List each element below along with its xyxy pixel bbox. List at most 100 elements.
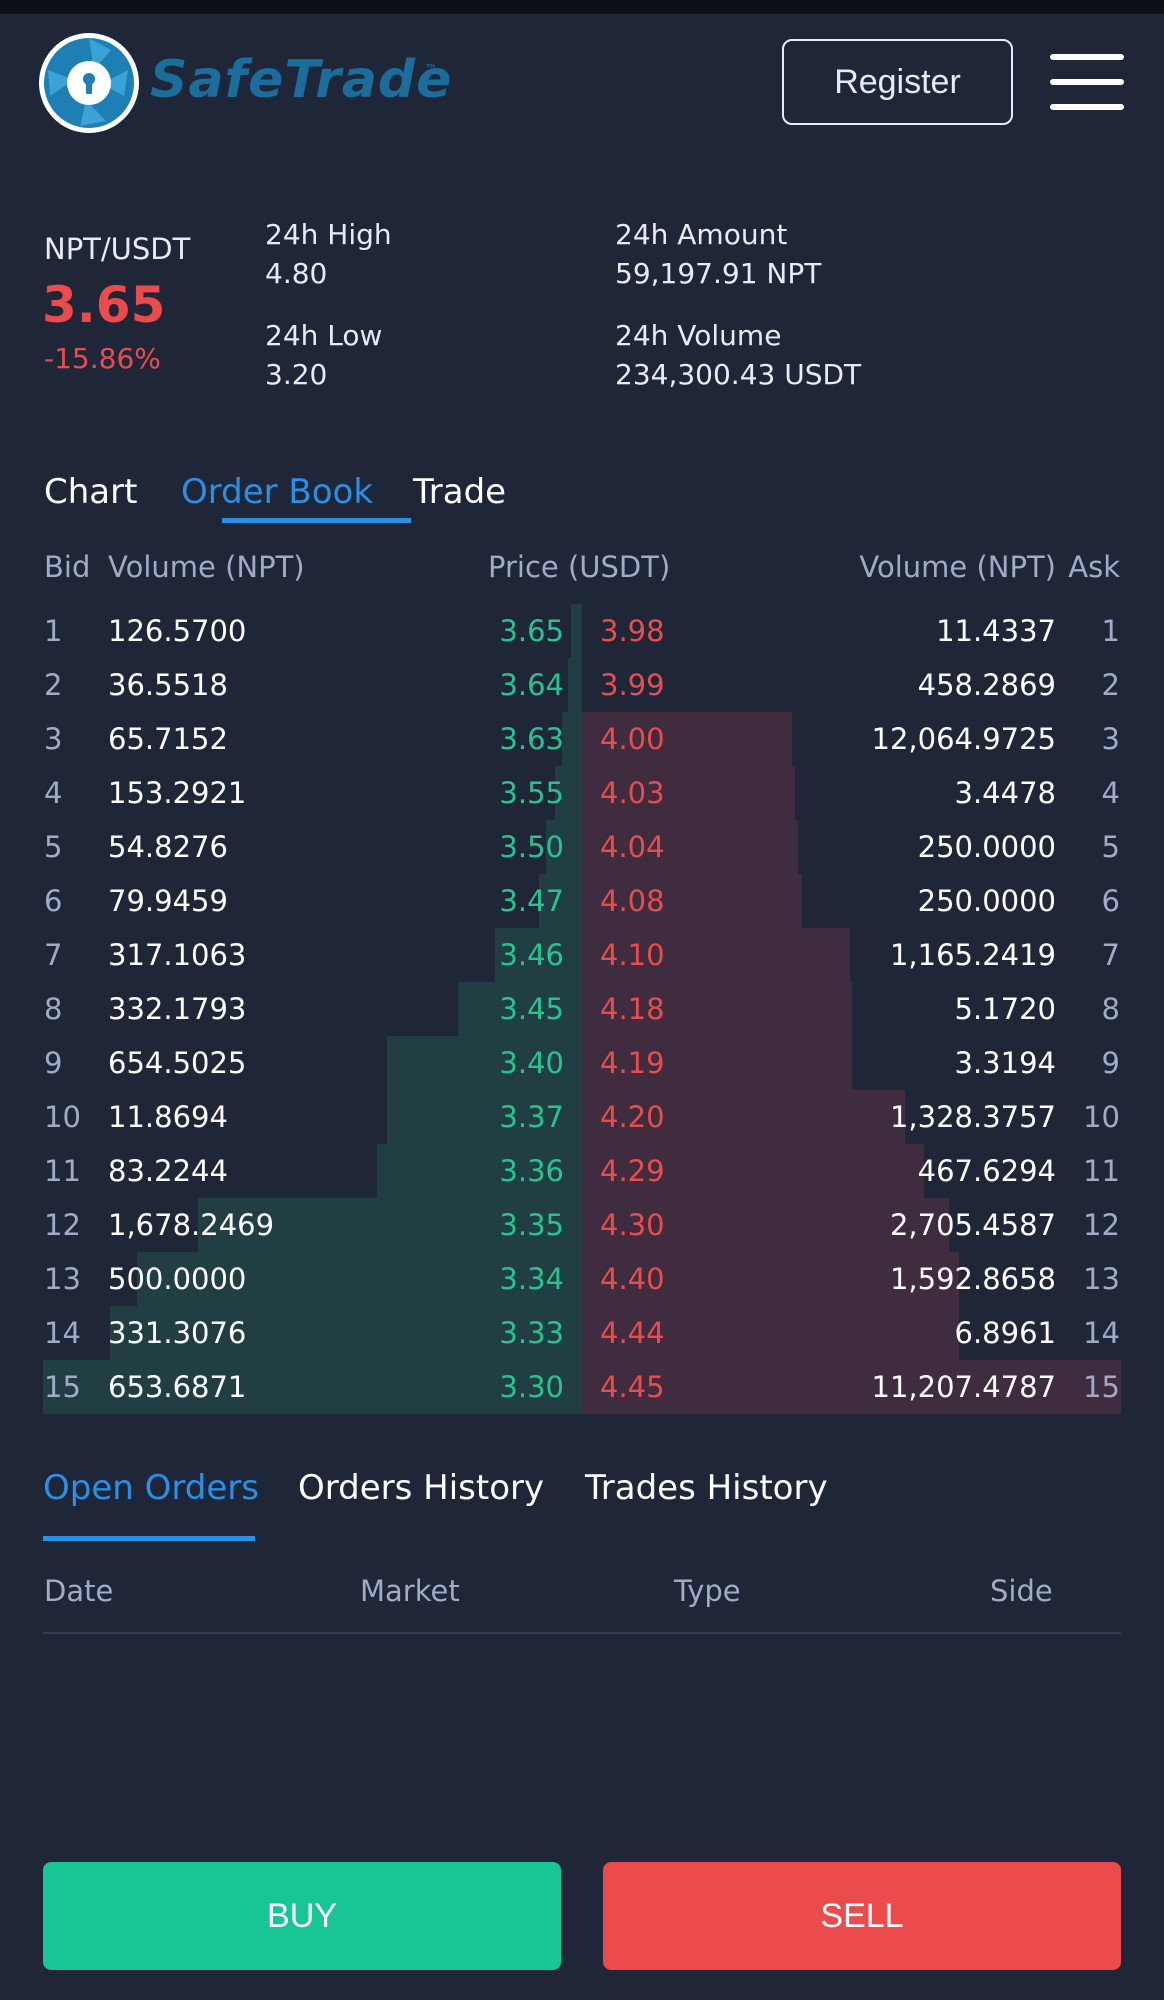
bid-depth-bar	[110, 1306, 582, 1360]
bid-volume: 653.6871	[108, 1370, 247, 1404]
bid-header: Bid	[44, 550, 91, 584]
bid-depth-bar	[555, 766, 582, 820]
ask-depth-bar	[582, 1090, 905, 1144]
bid-volume: 83.2244	[108, 1154, 228, 1188]
low-value: 3.20	[265, 358, 328, 391]
bid-volume: 1,678.2469	[108, 1208, 275, 1242]
ask-depth-bar	[582, 982, 852, 1036]
bid-volume: 79.9459	[108, 884, 228, 918]
column-side: Side	[990, 1574, 1053, 1608]
status-bar	[0, 0, 1164, 14]
ask-index: 14	[1083, 1316, 1120, 1350]
hamburger-menu-icon[interactable]	[1050, 54, 1124, 110]
low-label: 24h Low	[265, 319, 383, 352]
safetrade-logo-icon[interactable]	[36, 30, 142, 136]
bid-price: 3.33	[499, 1316, 564, 1350]
bid-index: 6	[44, 884, 63, 918]
volume-value: 234,300.43 USDT	[615, 358, 862, 391]
ask-price: 4.45	[600, 1370, 665, 1404]
bid-volume: 54.8276	[108, 830, 228, 864]
bid-price: 3.55	[499, 776, 564, 810]
bid-depth-bar	[43, 1360, 582, 1414]
bid-volume: 36.5518	[108, 668, 228, 702]
order-book-row[interactable]: 10 11.8694 3.37 4.20 1,328.3757 10	[0, 1090, 1164, 1144]
order-book-row[interactable]: 9 654.5025 3.40 4.19 3.3194 9	[0, 1036, 1164, 1090]
ask-volume: 250.0000	[917, 830, 1056, 864]
buy-button[interactable]: BUY	[43, 1862, 561, 1970]
bid-depth-bar	[546, 820, 582, 874]
ask-price: 4.20	[600, 1100, 665, 1134]
bid-depth-bar	[568, 658, 582, 712]
bid-index: 10	[44, 1100, 81, 1134]
ask-price: 4.18	[600, 992, 665, 1026]
bid-volume: 65.7152	[108, 722, 228, 756]
ask-depth-bar	[582, 1144, 924, 1198]
bid-depth-bar	[571, 604, 582, 658]
tab-chart[interactable]: Chart	[44, 472, 138, 512]
sell-button[interactable]: SELL	[603, 1862, 1121, 1970]
order-book-row[interactable]: 11 83.2244 3.36 4.29 467.6294 11	[0, 1144, 1164, 1198]
tab-order-book[interactable]: Order Book	[181, 472, 374, 512]
order-book-row[interactable]: 3 65.7152 3.63 4.00 12,064.9725 3	[0, 712, 1164, 766]
order-book-row[interactable]: 5 54.8276 3.50 4.04 250.0000 5	[0, 820, 1164, 874]
ask-volume: 12,064.9725	[871, 722, 1057, 756]
order-book-row[interactable]: 6 79.9459 3.47 4.08 250.0000 6	[0, 874, 1164, 928]
order-book-row[interactable]: 2 36.5518 3.64 3.99 458.2869 2	[0, 658, 1164, 712]
order-book-row[interactable]: 1 126.5700 3.65 3.98 11.4337 1	[0, 604, 1164, 658]
tab-orders-history[interactable]: Orders History	[298, 1468, 545, 1508]
bid-depth-bar	[539, 874, 582, 928]
bid-price: 3.64	[499, 668, 564, 702]
high-label: 24h High	[265, 218, 392, 251]
bid-index: 4	[44, 776, 63, 810]
bid-price: 3.50	[499, 830, 564, 864]
bid-price: 3.45	[499, 992, 564, 1026]
ask-price: 4.30	[600, 1208, 665, 1242]
ask-depth-bar	[582, 1360, 1121, 1414]
bid-price: 3.40	[499, 1046, 564, 1080]
order-book-row[interactable]: 14 331.3076 3.33 4.44 6.8961 14	[0, 1306, 1164, 1360]
market-pair: NPT/USDT	[44, 232, 191, 266]
order-book-row[interactable]: 4 153.2921 3.55 4.03 3.4478 4	[0, 766, 1164, 820]
ask-volume: 5.1720	[954, 992, 1056, 1026]
order-book-row[interactable]: 8 332.1793 3.45 4.18 5.1720 8	[0, 982, 1164, 1036]
tab-open-orders[interactable]: Open Orders	[43, 1468, 259, 1508]
bid-price: 3.63	[499, 722, 564, 756]
ask-header: Ask	[1068, 550, 1120, 584]
ask-volume: 11,207.4787	[871, 1370, 1057, 1404]
brand-trademark: ™	[425, 62, 437, 76]
order-book: 1 126.5700 3.65 3.98 11.4337 1 2 36.5518 3.64 3.9…	[0, 604, 1164, 1414]
bid-index: 13	[44, 1262, 81, 1296]
ask-price: 4.29	[600, 1154, 665, 1188]
bid-depth-bar	[387, 1090, 582, 1144]
bid-price: 3.65	[499, 614, 564, 648]
order-book-row[interactable]: 7 317.1063 3.46 4.10 1,165.2419 7	[0, 928, 1164, 982]
column-date: Date	[44, 1574, 114, 1608]
ask-index: 8	[1101, 992, 1120, 1026]
column-type: Type	[674, 1574, 741, 1608]
bid-index: 11	[44, 1154, 81, 1188]
ask-index: 7	[1101, 938, 1120, 972]
bid-price: 3.34	[499, 1262, 564, 1296]
register-button[interactable]: Register	[782, 39, 1013, 125]
ask-depth-bar	[582, 1198, 949, 1252]
ask-index: 13	[1083, 1262, 1120, 1296]
ask-volume: 1,592.8658	[889, 1262, 1056, 1296]
tab-trade[interactable]: Trade	[413, 472, 507, 512]
ask-price: 4.04	[600, 830, 665, 864]
column-market: Market	[360, 1574, 460, 1608]
ask-price: 3.99	[600, 668, 665, 702]
order-book-row[interactable]: 15 653.6871 3.30 4.45 11,207.4787 15	[0, 1360, 1164, 1414]
bid-price: 3.35	[499, 1208, 564, 1242]
brand-name: SafeTrade	[150, 50, 453, 110]
bid-depth-bar	[387, 1036, 582, 1090]
ask-volume: 3.3194	[954, 1046, 1056, 1080]
ask-price: 3.98	[600, 614, 665, 648]
ask-index: 6	[1101, 884, 1120, 918]
tab-trades-history[interactable]: Trades History	[585, 1468, 828, 1508]
price-change: -15.86%	[44, 342, 161, 375]
order-book-row[interactable]: 12 1,678.2469 3.35 4.30 2,705.4587 12	[0, 1198, 1164, 1252]
bid-index: 14	[44, 1316, 81, 1350]
order-book-row[interactable]: 13 500.0000 3.34 4.40 1,592.8658 13	[0, 1252, 1164, 1306]
bid-volume: 654.5025	[108, 1046, 247, 1080]
ask-volume: 1,328.3757	[889, 1100, 1056, 1134]
